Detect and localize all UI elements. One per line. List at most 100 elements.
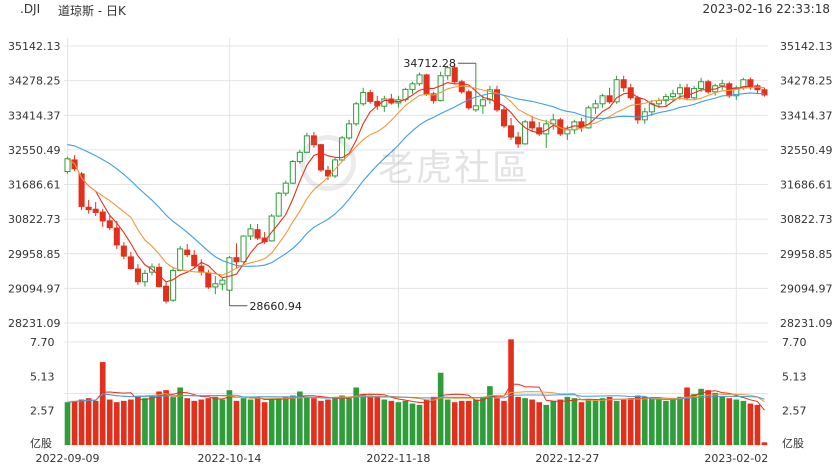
volume-bar — [705, 390, 711, 445]
candle-body — [310, 135, 317, 146]
volume-bar — [128, 399, 134, 445]
price-tick-label-right: 28231.09 — [780, 317, 833, 330]
volume-bar — [487, 386, 493, 445]
volume-bar — [402, 400, 409, 445]
candle-body — [78, 173, 85, 207]
candle-body — [120, 245, 127, 257]
volume-bar — [571, 398, 578, 445]
candle-body — [99, 211, 106, 222]
timestamp-label: 2023-02-16 22:33:18 — [702, 2, 830, 16]
volume-bar — [627, 398, 634, 445]
price-tick-label-left: 31686.61 — [8, 179, 61, 192]
candle-body — [486, 89, 493, 101]
candle-body — [296, 151, 303, 163]
candle-body — [613, 79, 620, 103]
price-tick-label-left: 35142.13 — [8, 40, 61, 53]
candle-body — [141, 272, 148, 283]
candle-body — [360, 92, 367, 105]
volume-bar — [275, 398, 282, 445]
candle-body — [163, 285, 170, 302]
volume-bar — [458, 400, 465, 445]
candle-body — [676, 87, 684, 95]
volume-bar — [92, 400, 99, 445]
candle-body — [578, 121, 585, 129]
candle-body — [437, 75, 444, 102]
price-tick-label-left: 34278.25 — [8, 75, 61, 88]
volume-bar — [515, 396, 521, 445]
volume-tick-label-left: 7.70 — [30, 336, 55, 349]
candle-body — [423, 74, 430, 95]
volume-bar — [620, 399, 627, 445]
price-tick-label-right: 30822.73 — [780, 213, 833, 226]
candle-body — [522, 121, 529, 145]
volume-tick-label-right: 7.70 — [782, 336, 807, 349]
candle-body — [184, 249, 191, 256]
candle-body — [289, 161, 296, 184]
volume-bar — [332, 396, 338, 445]
price-tick-label-right: 35142.13 — [780, 40, 833, 53]
volume-bar — [360, 394, 367, 445]
volume-bar — [339, 395, 345, 445]
volume-bar — [106, 399, 113, 445]
volume-bar — [99, 362, 106, 445]
volume-bar — [423, 399, 430, 445]
volume-bar — [416, 404, 423, 445]
volume-tick-label-right: 2.57 — [782, 405, 807, 418]
price-tick-label-left: 30822.73 — [8, 213, 61, 226]
volume-bar — [381, 399, 388, 445]
chart-name-label: 道琼斯 - 日K — [58, 4, 126, 18]
candle-body — [282, 182, 289, 194]
candle-body — [515, 136, 522, 145]
volume-bar — [641, 396, 648, 445]
candle-body — [698, 81, 705, 90]
volume-bar — [465, 400, 472, 445]
volume-bar — [747, 403, 754, 445]
volume-bar — [712, 392, 719, 445]
volume-bar — [670, 398, 676, 445]
candle-body — [444, 67, 451, 77]
candle-body — [303, 135, 310, 153]
volume-bar — [437, 372, 444, 445]
volume-bar — [649, 398, 655, 445]
volume-bar — [677, 396, 683, 445]
candle-body — [127, 256, 134, 270]
volume-bar — [64, 402, 71, 445]
candle-body — [606, 95, 613, 103]
volume-bar — [226, 390, 233, 445]
candle-body — [346, 123, 353, 139]
candle-body — [332, 159, 339, 177]
candle-body — [254, 229, 261, 239]
candle-body — [620, 79, 627, 89]
low-marker-label: 28660.94 — [249, 300, 302, 313]
date-tick-label: 2022-09-09 — [36, 452, 100, 465]
volume-bar — [184, 398, 191, 445]
high-marker-label: 34712.28 — [403, 57, 456, 70]
volume-bar — [733, 399, 740, 445]
volume-tick-label-left: 亿股 — [30, 437, 52, 450]
volume-bar — [282, 396, 289, 445]
date-tick-label: 2023-02-02 — [704, 452, 768, 465]
volume-bar — [557, 399, 564, 445]
volume-bar — [634, 395, 641, 445]
date-tick-label: 2022-12-27 — [535, 452, 599, 465]
candle-body — [247, 228, 254, 237]
date-tick-label: 2022-11-18 — [366, 452, 430, 465]
candle-body — [339, 137, 346, 161]
candle-body — [64, 158, 71, 173]
candle-body — [353, 103, 360, 125]
volume-bar — [142, 398, 148, 445]
price-tick-label-right: 32550.49 — [780, 144, 833, 157]
volume-bar — [353, 387, 359, 445]
volume-bar — [254, 396, 261, 445]
volume-bar — [268, 399, 275, 445]
volume-bar — [585, 399, 592, 445]
volume-bar — [754, 404, 761, 445]
ma10-line — [67, 85, 765, 276]
volume-ma20-line — [67, 393, 765, 403]
volume-bar — [698, 388, 704, 445]
volume-bar — [451, 402, 458, 445]
candle-body — [191, 254, 198, 267]
price-tick-label-right: 29094.97 — [780, 282, 833, 295]
volume-bar — [761, 442, 768, 445]
